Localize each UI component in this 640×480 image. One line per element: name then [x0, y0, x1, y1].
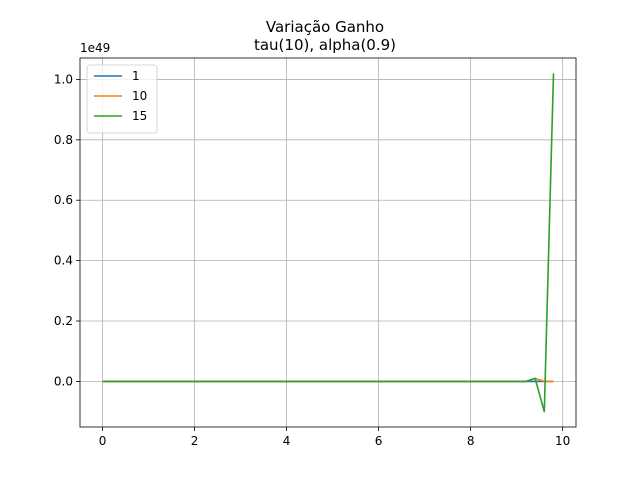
chart-subtitle: tau(10), alpha(0.9) [254, 36, 396, 54]
series-lines [102, 73, 555, 413]
x-tick-label: 6 [375, 434, 383, 448]
chart-title: Variação Ganho [266, 18, 384, 36]
legend-label-10: 10 [132, 89, 147, 103]
series-line-15 [102, 73, 555, 413]
x-tick-label: 0 [99, 434, 107, 448]
axis-ticks: 0 2 4 6 8 10 0.0 0.2 0.4 0.6 0.8 1.0 [54, 72, 570, 448]
y-tick-label: 0.4 [54, 254, 73, 268]
y-offset-label: 1e49 [80, 41, 110, 55]
legend: 1 10 15 [86, 64, 158, 134]
y-tick-label: 0.0 [54, 374, 73, 388]
legend-label-1: 1 [132, 69, 140, 83]
y-tick-label: 0.2 [54, 314, 73, 328]
x-tick-label: 10 [555, 434, 570, 448]
plot-frame [79, 57, 577, 428]
y-tick-label: 1.0 [54, 72, 73, 86]
x-tick-label: 8 [467, 434, 475, 448]
y-tick-label: 0.6 [54, 193, 73, 207]
x-tick-label: 2 [191, 434, 199, 448]
x-tick-label: 4 [283, 434, 291, 448]
y-tick-label: 0.8 [54, 133, 73, 147]
legend-label-15: 15 [132, 109, 147, 123]
